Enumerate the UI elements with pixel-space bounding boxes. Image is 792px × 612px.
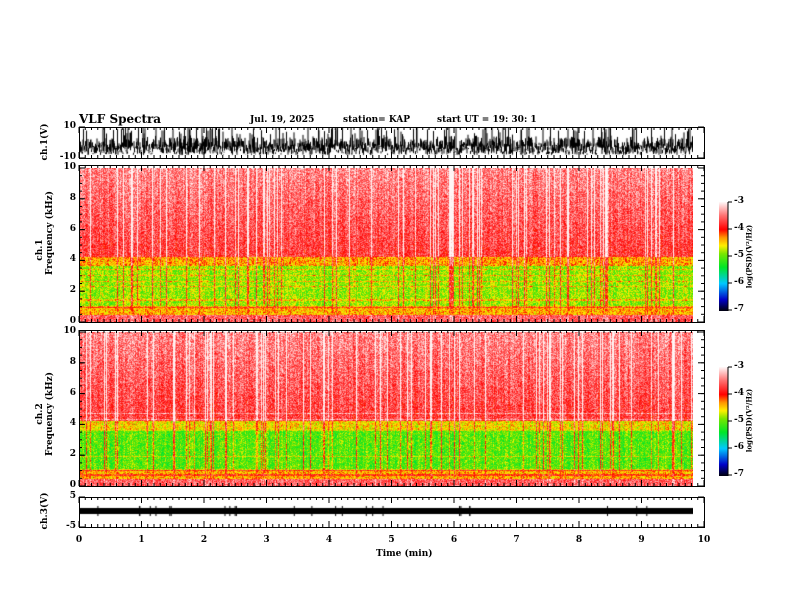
cb2-tick-label: -7 — [734, 469, 744, 479]
ch2-spectrogram-ytick-label: 10 — [63, 326, 76, 336]
ch1-ylabel: ch.1(V) — [40, 123, 50, 161]
ch2-colorbar-label: log(PSD)(V²/Hz) — [744, 388, 754, 453]
ch2-spectrogram-ytick-label: 4 — [69, 418, 76, 429]
ch1-channel-label: ch.1 — [35, 239, 45, 261]
ch2-spectrogram-frame — [79, 330, 705, 487]
ch3-ylabel: ch.3(V) — [40, 492, 50, 530]
ch1-waveform-ytick-label: 10 — [63, 121, 76, 131]
station-label: station= KAP — [343, 115, 411, 125]
ch2-spectrogram-image — [80, 332, 693, 486]
ch1-waveform-plot — [80, 127, 693, 158]
x-tick-label: 10 — [697, 535, 711, 545]
ch2-spectrogram-ytick-label: 8 — [69, 356, 76, 367]
ch2-channel-label: ch.2 — [35, 403, 45, 425]
x-tick-label: 0 — [75, 535, 83, 545]
ch1-spectrogram-ytick-label: 8 — [69, 192, 76, 203]
x-tick-label: 5 — [388, 535, 395, 545]
ch2-spec-ylabel: ch.2 Frequency (kHz) — [35, 364, 55, 464]
ch3-waveform-plot — [80, 497, 693, 527]
ch2-colorbar — [719, 367, 728, 476]
ch3-waveform-ytick-label: -5 — [66, 521, 76, 531]
start-time-label: start UT = 19: 30: 1 — [437, 115, 537, 125]
cb2-tick-label: -4 — [734, 388, 744, 398]
ch1-spectrogram-image — [80, 168, 693, 322]
cb1-tick-label: -4 — [734, 223, 744, 233]
ch2-spectrogram-ytick-label: 0 — [69, 480, 76, 490]
x-axis-label: Time (min) — [376, 549, 433, 559]
cb2-tick-label: -6 — [734, 442, 744, 452]
ch1-frequency-label: Frequency (kHz) — [45, 190, 55, 275]
cb1-tick-label: -7 — [734, 304, 744, 314]
cb2-tick-label: -3 — [734, 361, 744, 371]
ch1-spectrogram-frame — [79, 165, 705, 323]
cb1-tick-label: -3 — [734, 196, 744, 206]
ch1-waveform-ytick-label: -10 — [59, 152, 76, 162]
ch1-spec-ylabel: ch.1 Frequency (kHz) — [35, 191, 55, 275]
ch1-spectrogram-ytick-label: 10 — [63, 162, 76, 172]
ch2-spectrogram-ytick-label: 6 — [69, 387, 76, 398]
ch1-spectrogram-ytick-label: 4 — [69, 254, 76, 265]
cb2-tick-label: -5 — [734, 415, 744, 425]
ch3-waveform-ytick-label: 5 — [69, 491, 76, 501]
x-tick-label: 8 — [575, 535, 583, 545]
ch1-spectrogram-ytick-label: 0 — [69, 316, 76, 326]
ch1-colorbar-label: log(PSD)(V²/Hz) — [744, 224, 754, 289]
ch1-colorbar — [719, 202, 728, 311]
x-tick-label: 6 — [450, 535, 458, 545]
figure-title: VLF Spectra — [79, 112, 162, 126]
date-label: Jul. 19, 2025 — [250, 115, 315, 125]
ch2-frequency-label: Frequency (kHz) — [45, 372, 55, 457]
x-tick-label: 1 — [138, 535, 145, 545]
x-tick-label: 4 — [325, 535, 333, 545]
ch1-spectrogram-ytick-label: 6 — [69, 223, 76, 234]
cb1-tick-label: -5 — [734, 250, 744, 260]
ch2-spectrogram-ytick-label: 2 — [69, 449, 76, 460]
ch1-spectrogram-ytick-label: 2 — [69, 285, 76, 296]
x-tick-label: 2 — [200, 535, 208, 545]
x-tick-label: 7 — [513, 535, 520, 545]
x-tick-label: 3 — [263, 535, 270, 545]
cb1-tick-label: -6 — [734, 277, 744, 287]
x-tick-label: 9 — [638, 535, 645, 545]
